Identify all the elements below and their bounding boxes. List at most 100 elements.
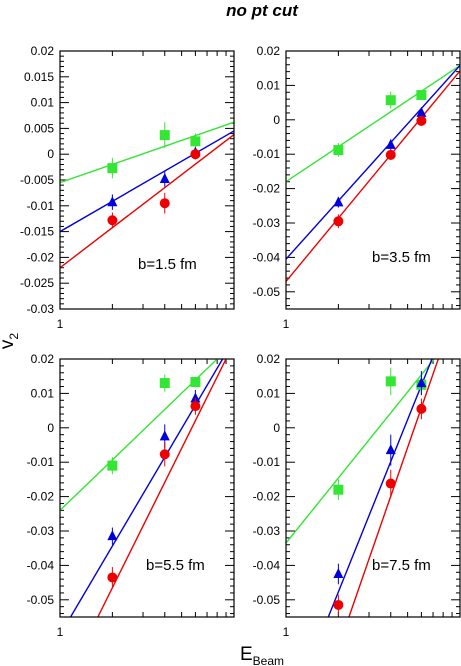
- y-tick-label: -0.01: [253, 455, 281, 469]
- plot-frame: [285, 358, 461, 618]
- data-point-triangle: [107, 196, 118, 207]
- y-tick-label: -0.01: [253, 147, 281, 161]
- y-tick-label: -0.04: [253, 558, 281, 572]
- data-point-triangle: [333, 568, 344, 578]
- x-axis-title: EBeam: [240, 644, 284, 666]
- x-tick-label: 1: [283, 625, 290, 639]
- y-tick-label: -0.03: [27, 524, 55, 538]
- y-tick-label: 0: [47, 147, 54, 161]
- data-point-circle: [333, 599, 344, 610]
- y-tick-label: -0.02: [27, 250, 55, 264]
- y-tick-label: -0.01: [27, 199, 55, 213]
- data-point-square: [107, 460, 118, 471]
- data-point-circle: [385, 149, 396, 160]
- data-point-circle: [107, 572, 118, 583]
- y-tick-label: 0.005: [24, 121, 54, 135]
- data-point-triangle: [159, 172, 170, 183]
- plot-frame: [59, 358, 235, 618]
- y-tick-label: -0.02: [27, 490, 55, 504]
- panel-top-right: 1 -0.05 -0.04 -0.03 -0.02 -0.01 0 0.01 0.02 b=3.5…: [253, 44, 461, 331]
- x-tick-label: 1: [57, 317, 64, 331]
- y-tick-label: -0.05: [27, 593, 55, 607]
- data-point-circle: [416, 115, 427, 126]
- fit-line-red: [348, 359, 439, 617]
- y-tick-label: -0.015: [20, 225, 54, 239]
- y-tick-label: 0.01: [257, 78, 281, 92]
- fit-line-blue: [69, 359, 224, 617]
- y-tick-label: 0.01: [31, 96, 55, 110]
- fit-line-red: [286, 70, 460, 282]
- data-point-circle: [385, 478, 396, 489]
- data-point-triangle: [159, 430, 170, 441]
- plot-frame: [59, 50, 235, 310]
- data-point-square: [190, 377, 201, 388]
- y-tick-label: -0.03: [27, 302, 55, 316]
- figure-title: no pt cut: [226, 1, 299, 20]
- svg-text:v2: v2: [0, 333, 21, 350]
- x-tick-label: 1: [283, 317, 290, 331]
- plot-frame: [285, 50, 461, 310]
- y-tick-label: -0.02: [253, 182, 281, 196]
- y-tick-label: -0.03: [253, 524, 281, 538]
- y-tick-label: -0.005: [20, 173, 54, 187]
- data-point-circle: [159, 449, 170, 460]
- y-tick-label: 0: [47, 421, 54, 435]
- fit-lines: [286, 359, 439, 617]
- fit-line-green: [286, 359, 435, 544]
- panel-annotation: b=5.5 fm: [146, 557, 205, 574]
- fit-lines: [60, 121, 234, 269]
- y-tick-label: -0.02: [253, 490, 281, 504]
- panel-bottom-right: 1 -0.05 -0.04 -0.03 -0.02 -0.01 0 0.01 0.02 b=7.5…: [253, 352, 461, 639]
- data-point-circle: [190, 401, 201, 412]
- data-point-circle: [159, 198, 170, 209]
- data-point-square: [385, 376, 396, 387]
- data-point-square: [159, 378, 170, 389]
- data-point-triangle: [385, 138, 396, 149]
- fit-line-blue: [60, 130, 234, 233]
- y-tick-label: -0.01: [27, 455, 55, 469]
- fit-line-blue: [286, 64, 460, 260]
- y-axis-title: v2: [0, 333, 21, 350]
- data-point-triangle: [416, 106, 427, 117]
- y-tick-label: 0.015: [24, 70, 54, 84]
- panel-annotation: b=1.5 fm: [138, 256, 197, 273]
- data-point-circle: [333, 216, 344, 227]
- y-tick-label: 0.02: [31, 352, 55, 366]
- y-tick-label: 0: [273, 421, 280, 435]
- fit-line-blue: [327, 359, 433, 617]
- y-tick-label: -0.05: [253, 593, 281, 607]
- y-tick-label: -0.025: [20, 276, 54, 290]
- y-tick-label: 0.01: [31, 386, 55, 400]
- data-point-square: [416, 90, 427, 101]
- y-tick-label: 0.01: [257, 386, 281, 400]
- data-point-circle: [416, 403, 427, 414]
- fit-line-green: [60, 121, 234, 184]
- y-tick-label: -0.04: [253, 250, 281, 264]
- panel-annotation: b=7.5 fm: [372, 557, 431, 574]
- y-tick-label: -0.03: [253, 216, 281, 230]
- y-tick-label: -0.04: [27, 558, 55, 572]
- panels: 1-0.03-0.025-0.02-0.015-0.01-0.00500.005…: [20, 44, 461, 639]
- fit-line-red: [60, 134, 234, 269]
- data-point-square: [333, 145, 344, 156]
- panel-top-left: 1-0.03 -0.025 -0.02 -0.015 -0.01 -0.005 0 0.005…: [20, 44, 235, 331]
- panel-bottom-left: 1 -0.05 -0.04 -0.03 -0.02 -0.01 0 0.01 0.02 b=5.5…: [27, 352, 235, 639]
- fit-lines: [60, 359, 227, 617]
- data-point-circle: [107, 215, 118, 226]
- data-point-circle: [190, 149, 201, 160]
- fit-line-red: [97, 359, 227, 617]
- data-point-square: [159, 130, 170, 141]
- data-point-triangle: [416, 377, 427, 388]
- panel-annotation: b=3.5 fm: [372, 249, 431, 266]
- fit-line-green: [286, 64, 460, 183]
- data-point-square: [107, 163, 118, 174]
- data-point-triangle: [333, 196, 344, 207]
- y-tick-label: 0.02: [31, 44, 55, 58]
- data-point-triangle: [107, 530, 118, 541]
- y-tick-label: -0.05: [253, 285, 281, 299]
- y-tick-label: 0: [273, 113, 280, 127]
- x-tick-label: 1: [57, 625, 64, 639]
- data-point-triangle: [385, 444, 396, 455]
- data-point-square: [333, 484, 344, 495]
